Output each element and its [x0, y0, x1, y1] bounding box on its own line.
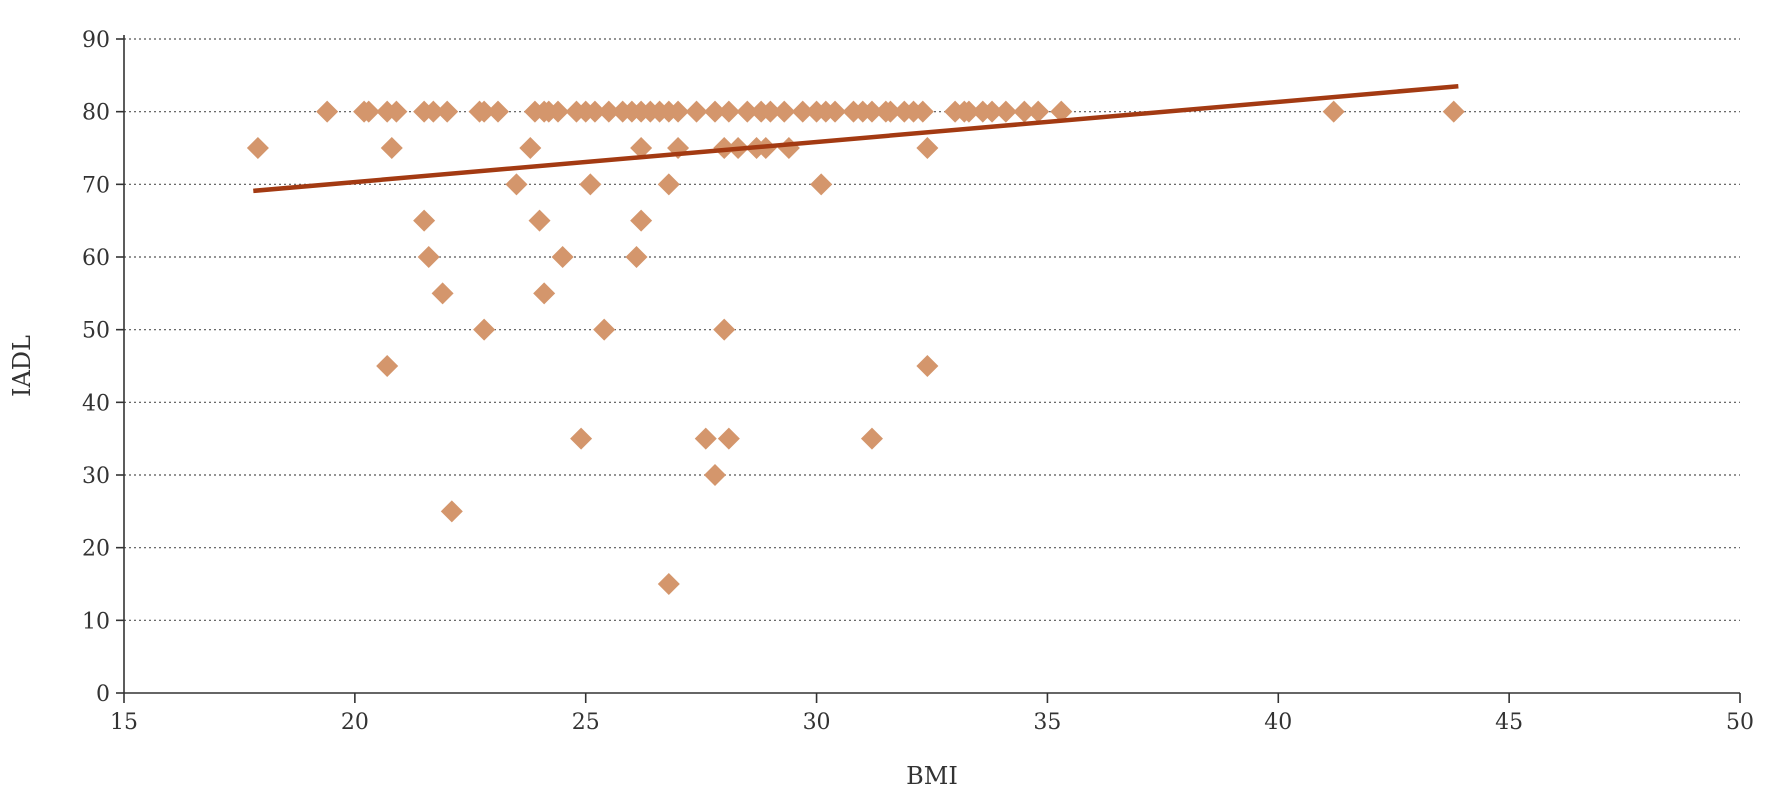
data-point-49: [703, 100, 726, 123]
data-point-53: [694, 427, 717, 450]
data-point-84: [981, 100, 1004, 123]
data-point-67: [824, 100, 847, 123]
x-tick-label-50: 50: [1726, 710, 1754, 735]
y-tick-label-50: 50: [82, 319, 110, 344]
data-point-9: [422, 100, 445, 123]
data-point-17: [486, 100, 509, 123]
data-point-47: [657, 573, 680, 595]
data-point-68: [810, 173, 833, 196]
data-point-85: [994, 100, 1017, 123]
data-point-16: [473, 100, 496, 123]
data-point-12: [417, 246, 440, 268]
data-point-62: [773, 100, 796, 123]
y-tick-label-60: 60: [82, 246, 110, 271]
y-tick-label-30: 30: [82, 464, 110, 489]
data-point-1: [316, 100, 339, 123]
y-axis-ticks: 0 10 20 30 40 50 60 70 80 90: [82, 28, 124, 707]
trend-line: [253, 83, 1459, 194]
data-point-48: [685, 100, 708, 123]
data-point-11: [413, 209, 436, 232]
data-point-26: [533, 282, 556, 305]
y-tick-label-10: 10: [82, 609, 110, 634]
y-tick-label-90: 90: [82, 28, 110, 53]
data-point-86: [1013, 100, 1036, 123]
data-point-3: [357, 100, 380, 123]
data-point-57: [736, 100, 759, 123]
data-point-90: [1442, 100, 1465, 123]
data-point-89: [1322, 100, 1345, 123]
data-point-25: [528, 209, 551, 232]
data-point-5: [385, 100, 408, 123]
data-point-88: [1050, 100, 1073, 123]
data-point-33: [593, 318, 616, 341]
data-point-27: [551, 246, 574, 268]
data-point-78: [916, 137, 939, 159]
data-point-24: [547, 100, 570, 123]
axes: [123, 35, 1740, 694]
y-tick-label-20: 20: [82, 537, 110, 562]
data-point-6: [380, 137, 403, 159]
trend-layer: [253, 83, 1459, 194]
data-point-30: [583, 100, 606, 123]
data-point-40: [630, 137, 653, 159]
data-point-31: [579, 173, 602, 196]
x-tick-label-15: 15: [110, 710, 138, 735]
y-tick-label-0: 0: [96, 682, 110, 707]
x-axis-ticks: 15 20 25 30 35 40 45 50: [110, 693, 1754, 735]
data-point-82: [957, 100, 980, 123]
y-tick-label-40: 40: [82, 391, 110, 416]
data-point-54: [703, 464, 726, 486]
data-point-46: [657, 173, 680, 196]
data-point-0: [246, 137, 269, 159]
y-tick-label-80: 80: [82, 101, 110, 126]
data-point-13: [431, 282, 454, 305]
data-point-71: [860, 100, 883, 123]
x-tick-label-35: 35: [1033, 710, 1061, 735]
data-point-7: [376, 355, 399, 377]
data-point-56: [717, 427, 740, 450]
data-point-42: [625, 246, 648, 268]
data-point-64: [791, 100, 814, 123]
data-point-77: [911, 100, 934, 123]
data-points: [246, 100, 1465, 595]
x-tick-label-40: 40: [1264, 710, 1292, 735]
data-point-73: [879, 100, 902, 123]
y-tick-label-70: 70: [82, 173, 110, 198]
x-tick-label-30: 30: [803, 710, 831, 735]
data-point-44: [667, 100, 690, 123]
data-point-63: [777, 137, 800, 159]
data-point-50: [717, 100, 740, 123]
x-tick-label-45: 45: [1495, 710, 1523, 735]
data-point-55: [713, 318, 736, 341]
data-point-10: [436, 100, 459, 123]
x-tick-label-20: 20: [341, 710, 369, 735]
data-point-20: [519, 137, 542, 159]
gridlines: [124, 38, 1740, 621]
data-point-32: [570, 427, 593, 450]
x-tick-label-25: 25: [572, 710, 600, 735]
x-axis-title: BMI: [906, 762, 958, 790]
data-point-87: [1027, 100, 1050, 123]
data-point-34: [597, 100, 620, 123]
y-axis-title: IADL: [8, 335, 36, 397]
data-point-41: [630, 209, 653, 232]
data-point-59: [759, 100, 782, 123]
data-point-19: [505, 173, 528, 196]
data-point-14: [440, 500, 463, 523]
data-point-18: [473, 318, 496, 341]
data-point-79: [916, 355, 939, 377]
data-point-74: [860, 427, 883, 450]
